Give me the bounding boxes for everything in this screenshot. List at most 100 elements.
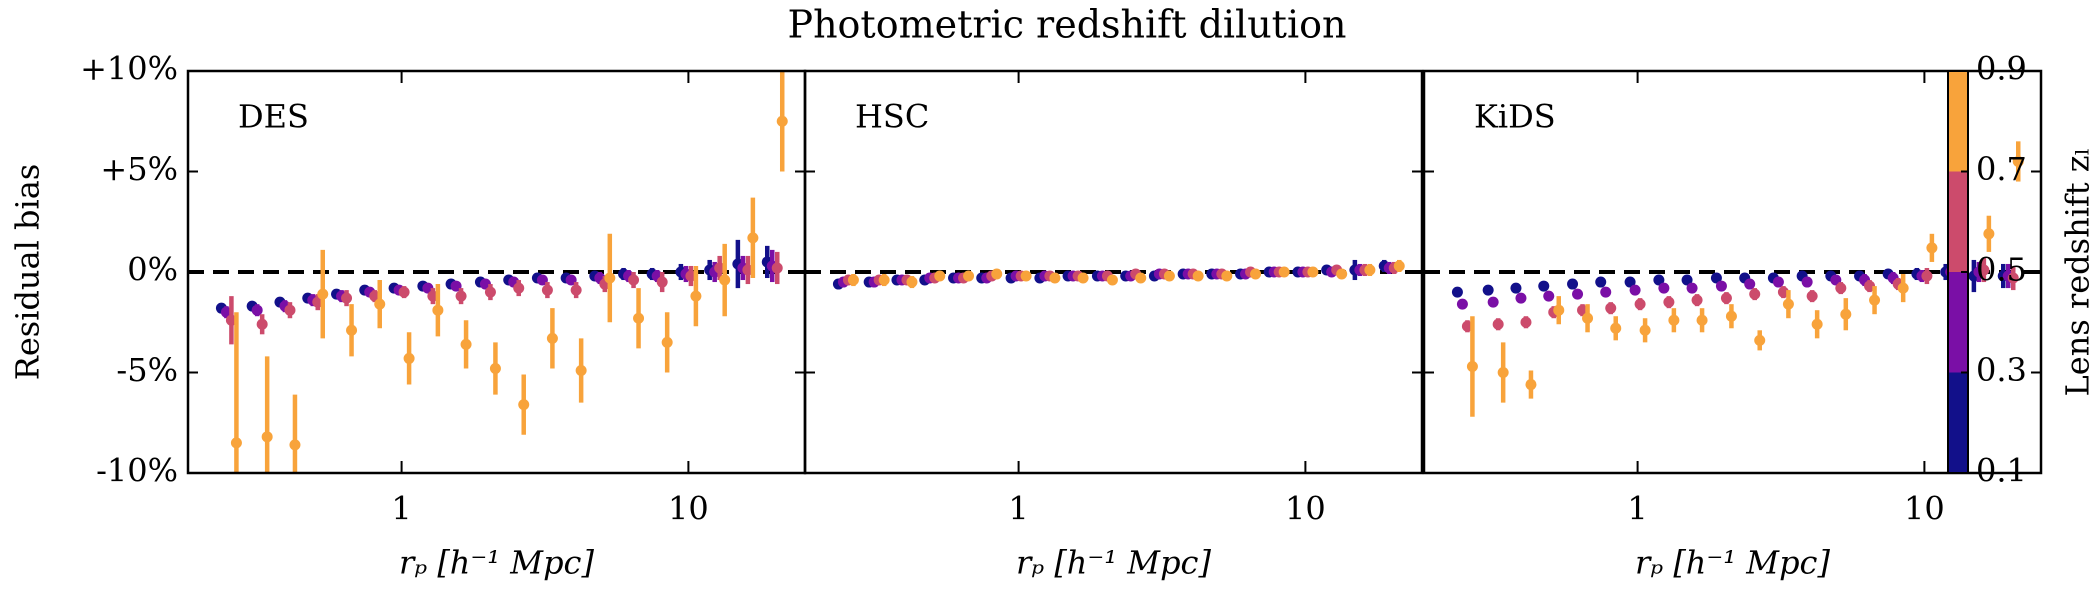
data-point — [934, 270, 946, 282]
data-point — [317, 288, 329, 300]
data-point — [1806, 290, 1818, 302]
data-point — [484, 286, 496, 298]
data-point — [1492, 318, 1504, 330]
data-point — [1897, 282, 1909, 294]
data-point — [1077, 272, 1089, 284]
data-point — [1515, 292, 1527, 304]
data-point — [1639, 324, 1651, 336]
data-point — [403, 352, 415, 364]
data-point — [1497, 367, 1509, 378]
data-point — [518, 399, 530, 411]
data-point — [1456, 298, 1468, 310]
x-axis-label: rₚ [h⁻¹ Mpc] — [1635, 544, 1830, 582]
data-point — [1250, 268, 1262, 280]
data-point — [690, 290, 702, 302]
y-tick-label: +5% — [100, 150, 178, 188]
data-point — [1595, 276, 1607, 288]
data-point — [1582, 312, 1594, 324]
data-point — [1744, 278, 1756, 290]
data-point — [374, 298, 386, 310]
data-point — [230, 437, 242, 449]
panel-label: HSC — [855, 98, 929, 136]
x-tick-label: 10 — [668, 490, 709, 528]
data-point — [1336, 268, 1348, 280]
colorbar-tick-label: 0.9 — [1976, 50, 2027, 88]
data-point — [1696, 314, 1708, 326]
data-point — [1720, 292, 1732, 304]
x-axis-label: rₚ [h⁻¹ Mpc] — [399, 544, 594, 582]
data-point — [906, 276, 918, 288]
plot-area — [188, 71, 805, 473]
data-point — [1686, 282, 1698, 294]
data-point — [719, 274, 731, 286]
data-point — [1725, 310, 1737, 322]
data-point — [2012, 155, 2024, 167]
data-point — [341, 292, 353, 304]
data-point — [847, 274, 859, 286]
data-point — [1543, 290, 1555, 302]
data-point — [1525, 379, 1537, 391]
colorbar-label: Lens redshift zₗ — [2059, 148, 2097, 397]
data-point — [1710, 272, 1722, 284]
data-point — [1840, 308, 1852, 320]
data-point — [1658, 282, 1670, 294]
data-point — [1691, 294, 1703, 306]
x-tick-label: 1 — [1008, 490, 1028, 528]
data-point — [1921, 270, 1933, 282]
plot-frame — [803, 69, 1424, 475]
y-tick-label: 0% — [127, 251, 178, 289]
plot-frame — [1422, 69, 2043, 475]
data-point — [1978, 264, 1990, 276]
colorbar-tick-label: 0.7 — [1976, 150, 2027, 188]
data-point — [1663, 296, 1675, 308]
data-point — [1605, 302, 1617, 314]
data-point — [1811, 318, 1823, 330]
data-point — [1668, 314, 1680, 326]
data-point — [541, 284, 553, 296]
colorbar-tick-label: 0.1 — [1976, 452, 2027, 490]
data-point — [346, 324, 358, 336]
data-point — [1049, 272, 1061, 284]
colorbar-segment — [1948, 71, 1968, 172]
data-point — [1135, 272, 1147, 284]
data-point — [1624, 276, 1636, 288]
data-point — [747, 232, 759, 244]
x-tick-label: 1 — [1627, 490, 1647, 528]
x-tick-label: 10 — [1285, 490, 1326, 528]
y-tick-label: -10% — [96, 452, 178, 490]
y-axis-label: Residual bias — [9, 164, 47, 380]
data-point — [771, 262, 783, 274]
data-point — [1926, 242, 1938, 254]
data-point — [1538, 280, 1550, 292]
x-tick-label: 10 — [1904, 490, 1945, 528]
data-point — [1681, 274, 1693, 286]
data-point — [1629, 284, 1641, 296]
data-point — [570, 284, 582, 296]
data-point — [1393, 260, 1405, 272]
panel-label: KiDS — [1474, 98, 1556, 136]
data-point — [661, 336, 673, 348]
data-point — [1801, 276, 1813, 288]
data-point — [1567, 278, 1579, 290]
data-point — [256, 318, 268, 330]
data-point — [489, 362, 501, 374]
x-axis-label: rₚ [h⁻¹ Mpc] — [1016, 544, 1211, 582]
colorbar-tick-label: 0.5 — [1976, 251, 2027, 289]
data-point — [633, 312, 645, 324]
data-point — [455, 290, 467, 302]
data-point — [432, 304, 444, 316]
chart-title: Photometric redshift dilution — [788, 3, 1347, 47]
data-point — [656, 276, 668, 288]
data-point — [460, 338, 472, 350]
data-point — [1835, 282, 1847, 294]
data-point — [776, 115, 788, 127]
y-tick-label: +10% — [80, 50, 178, 88]
data-point — [628, 274, 640, 286]
data-point — [1749, 288, 1761, 300]
data-point — [1192, 270, 1204, 282]
data-point — [513, 282, 525, 294]
data-point — [1782, 298, 1794, 310]
data-point — [261, 431, 273, 443]
data-point — [1278, 266, 1290, 278]
